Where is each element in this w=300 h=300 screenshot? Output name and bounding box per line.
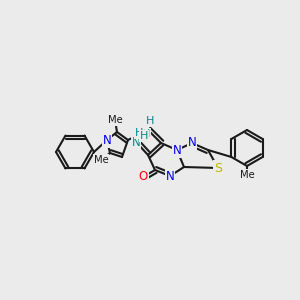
- Text: Me: Me: [94, 155, 108, 165]
- Text: Me: Me: [108, 115, 122, 125]
- Text: N: N: [103, 134, 111, 146]
- Text: S: S: [214, 161, 222, 175]
- Text: O: O: [138, 170, 148, 184]
- Text: H: H: [146, 116, 154, 126]
- Text: N: N: [172, 143, 182, 157]
- Text: H: H: [142, 129, 150, 139]
- Text: N: N: [166, 169, 174, 182]
- Text: H: H: [140, 131, 148, 141]
- Text: H: H: [135, 128, 143, 138]
- Text: N: N: [188, 136, 196, 149]
- Text: N: N: [132, 136, 140, 148]
- Text: Me: Me: [240, 170, 254, 180]
